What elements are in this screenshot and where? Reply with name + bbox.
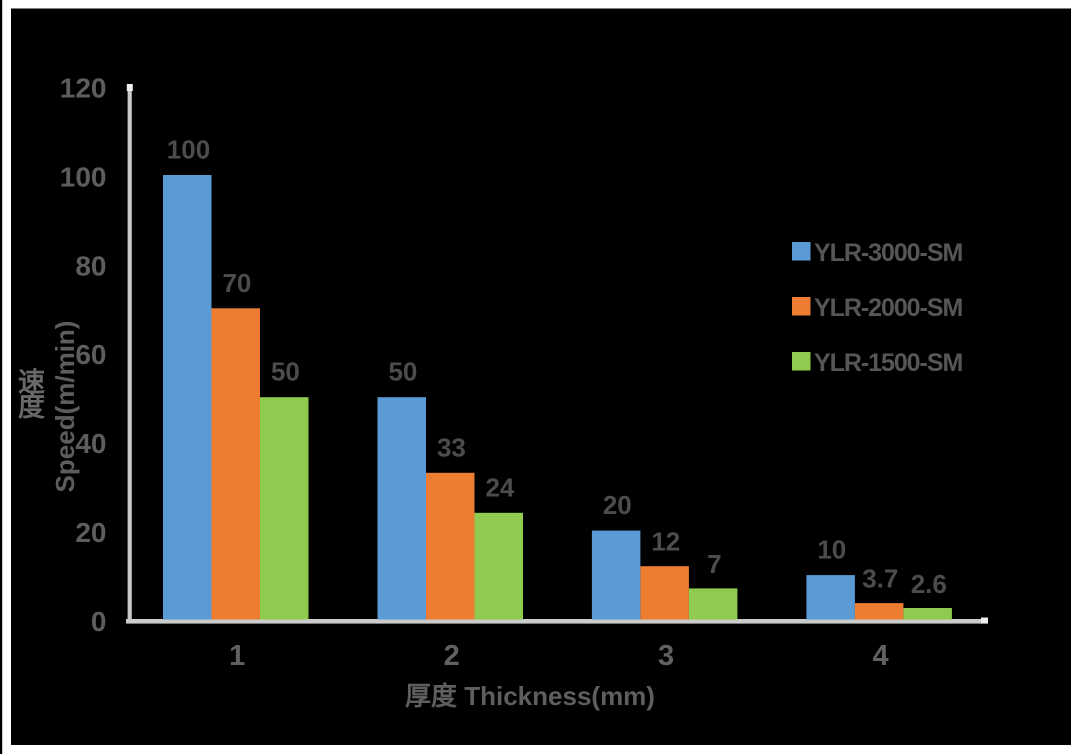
svg-text:12: 12 <box>651 527 680 557</box>
svg-text:速: 速 <box>18 367 45 397</box>
svg-text:2: 2 <box>444 640 460 672</box>
svg-text:40: 40 <box>75 428 106 459</box>
svg-text:24: 24 <box>485 472 514 502</box>
svg-text:10: 10 <box>817 535 846 565</box>
svg-text:3.7: 3.7 <box>862 564 898 594</box>
svg-text:度: 度 <box>18 391 45 422</box>
svg-text:YLR-1500-SM: YLR-1500-SM <box>814 349 962 377</box>
svg-text:3: 3 <box>658 640 674 672</box>
svg-text:80: 80 <box>75 250 106 281</box>
svg-text:1: 1 <box>229 640 245 672</box>
svg-text:YLR-2000-SM: YLR-2000-SM <box>814 294 962 322</box>
svg-text:7: 7 <box>707 549 721 579</box>
svg-text:50: 50 <box>271 357 300 387</box>
svg-text:Speed(m/min): Speed(m/min) <box>50 321 80 493</box>
svg-text:0: 0 <box>91 606 107 637</box>
svg-text:4: 4 <box>873 640 889 672</box>
svg-text:2.6: 2.6 <box>911 569 947 599</box>
svg-text:100: 100 <box>60 161 107 192</box>
svg-text:120: 120 <box>60 73 107 104</box>
svg-text:20: 20 <box>75 517 106 548</box>
svg-text:50: 50 <box>388 357 417 387</box>
svg-text:100: 100 <box>167 135 210 165</box>
svg-text:70: 70 <box>222 268 251 298</box>
svg-text:20: 20 <box>603 490 632 520</box>
svg-text:33: 33 <box>437 432 466 462</box>
svg-text:YLR-3000-SM: YLR-3000-SM <box>814 239 962 267</box>
svg-text:厚度 Thickness(mm): 厚度 Thickness(mm) <box>405 681 655 711</box>
svg-text:60: 60 <box>75 339 106 370</box>
